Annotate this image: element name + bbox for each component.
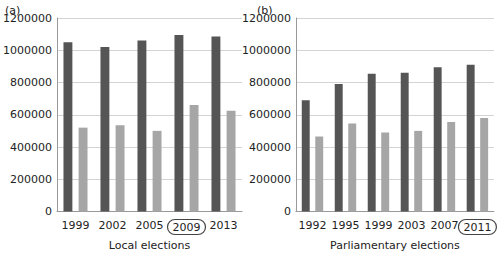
svg-text:2003: 2003 xyxy=(397,219,425,232)
svg-text:(b): (b) xyxy=(257,4,273,17)
svg-text:(a): (a) xyxy=(5,4,20,17)
svg-text:2005: 2005 xyxy=(135,219,163,232)
svg-text:Parliamentary elections: Parliamentary elections xyxy=(330,239,460,252)
svg-text:2011: 2011 xyxy=(463,221,491,234)
svg-text:200000: 200000 xyxy=(10,173,52,186)
svg-text:600000: 600000 xyxy=(10,108,52,121)
svg-text:800000: 800000 xyxy=(249,76,291,89)
svg-text:Local elections: Local elections xyxy=(109,239,191,252)
svg-text:600000: 600000 xyxy=(249,108,291,121)
svg-text:2009: 2009 xyxy=(172,221,200,234)
svg-text:2002: 2002 xyxy=(98,219,126,232)
svg-text:1000000: 1000000 xyxy=(3,44,52,57)
svg-text:1200000: 1200000 xyxy=(3,11,52,25)
svg-text:2013: 2013 xyxy=(209,219,237,232)
svg-text:800000: 800000 xyxy=(10,76,52,89)
svg-text:0: 0 xyxy=(45,205,52,218)
svg-text:1200000: 1200000 xyxy=(242,11,291,25)
svg-text:200000: 200000 xyxy=(249,173,291,186)
svg-text:1999: 1999 xyxy=(61,219,89,232)
svg-text:400000: 400000 xyxy=(249,141,291,154)
svg-text:2007: 2007 xyxy=(430,219,458,232)
svg-text:400000: 400000 xyxy=(10,141,52,154)
svg-text:0: 0 xyxy=(284,205,291,218)
svg-text:1992: 1992 xyxy=(298,219,326,232)
svg-text:1000000: 1000000 xyxy=(242,44,291,57)
svg-text:1999: 1999 xyxy=(364,219,392,232)
svg-text:1995: 1995 xyxy=(331,219,359,232)
